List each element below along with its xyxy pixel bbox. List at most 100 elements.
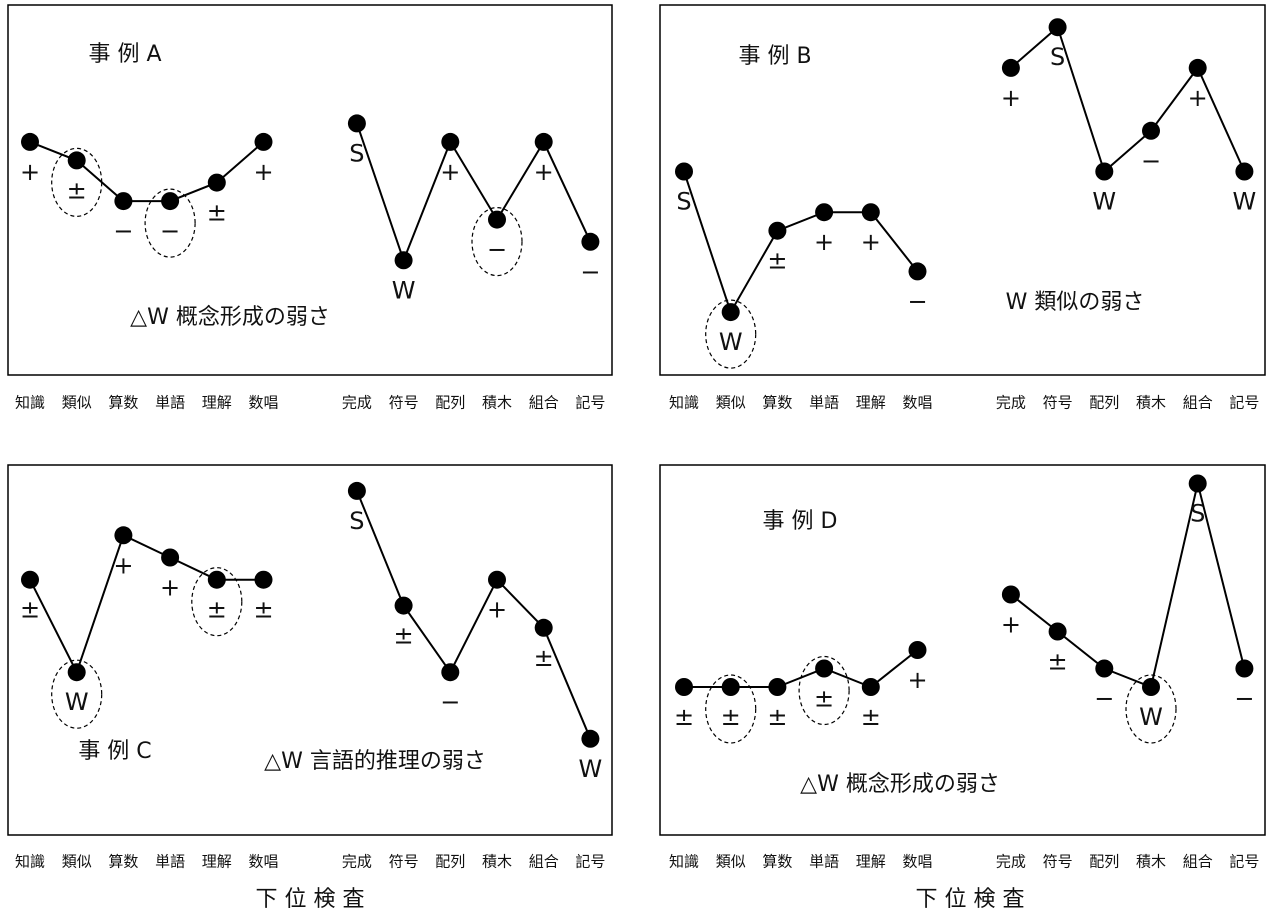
x-tick-label: 知識 [15, 394, 45, 412]
profile-line [355, 123, 592, 264]
panel-frame [659, 464, 1266, 836]
data-point [1001, 58, 1020, 77]
x-tick-label: 数唱 [902, 853, 932, 871]
x-tick-label: 完成 [996, 394, 1026, 412]
x-tick-label: 理解 [856, 394, 886, 412]
panel-title: 事 例 A [88, 42, 161, 67]
panel-frame [659, 4, 1266, 376]
data-point [441, 132, 460, 151]
x-tick-label: 単語 [155, 394, 185, 412]
point-label: S [1190, 500, 1205, 528]
data-point [488, 570, 506, 589]
point-label: S [349, 507, 364, 535]
annotation: △W 概念形成の弱さ [800, 772, 1000, 797]
data-point [1188, 474, 1207, 493]
x-tick-label: 算数 [762, 853, 792, 871]
x-tick-label: 理解 [856, 853, 886, 871]
point-label: + [20, 158, 40, 186]
x-tick-label: 積木 [1136, 853, 1166, 871]
data-point [1142, 121, 1160, 140]
point-label: S [676, 188, 691, 216]
annotation: W 類似の弱さ [1006, 290, 1145, 315]
point-label: ± [861, 703, 881, 731]
point-label: − [440, 688, 460, 716]
point-label: + [440, 158, 460, 186]
x-tick-label: 知識 [15, 853, 45, 871]
data-point [114, 192, 133, 211]
x-tick-label: 算数 [108, 394, 138, 412]
point-label: + [487, 596, 507, 624]
highlight-circle [798, 655, 850, 726]
x-tick-label: 符号 [389, 853, 419, 871]
point-label: + [1001, 84, 1021, 112]
data-point [721, 303, 740, 322]
point-label: ± [20, 596, 40, 624]
data-point [21, 570, 39, 589]
point-label: − [113, 217, 133, 245]
data-point [67, 663, 86, 682]
x-tick-label: 組合 [529, 853, 559, 871]
x-tick-label: 符号 [389, 394, 419, 412]
point-label: + [907, 666, 927, 694]
point-label: S [1050, 43, 1065, 71]
point-label: + [160, 574, 180, 602]
x-tick-label: 配列 [435, 853, 465, 871]
x-tick-label: 組合 [1183, 394, 1213, 412]
point-label: ± [721, 703, 741, 731]
highlight-circle [144, 188, 196, 258]
point-label: W [392, 276, 416, 304]
x-tick-label: 完成 [996, 853, 1026, 871]
profile-line [1010, 25, 1246, 174]
highlight-circle [191, 567, 243, 637]
x-tick-label: 組合 [1183, 853, 1213, 871]
data-point [675, 162, 693, 181]
data-point [161, 548, 180, 567]
panel-title: 事 例 C [78, 739, 151, 764]
x-tick-label: 類似 [716, 394, 746, 412]
profile-line [684, 649, 919, 689]
x-tick-label: 理解 [202, 394, 232, 412]
data-point [768, 678, 787, 696]
data-point [254, 132, 273, 151]
data-point [1048, 18, 1067, 37]
data-point [768, 221, 787, 240]
point-label: S [349, 139, 364, 167]
data-point [534, 132, 553, 151]
x-tick-label: 単語 [155, 853, 185, 871]
annotation: △W 概念形成の弱さ [130, 305, 330, 330]
point-label: + [113, 551, 133, 579]
x-tick-label: 記号 [575, 853, 605, 871]
x-tick-label: 積木 [1136, 394, 1166, 412]
x-tick-label: 記号 [575, 394, 605, 412]
data-point [347, 481, 366, 500]
x-tick-label: 積木 [482, 394, 512, 412]
data-point [908, 641, 927, 659]
panel-title: 事 例 B [738, 44, 811, 69]
x-tick-label: 完成 [342, 394, 372, 412]
x-tick-label: 数唱 [902, 394, 932, 412]
x-tick-label: 積木 [482, 853, 512, 871]
x-tick-label: 類似 [62, 394, 92, 412]
data-point [347, 114, 366, 133]
point-label: + [253, 158, 273, 186]
point-label: + [534, 158, 554, 186]
data-point [861, 678, 880, 696]
point-label: + [861, 228, 881, 256]
x-tick-label: 単語 [809, 853, 839, 871]
x-tick-label: 理解 [202, 853, 232, 871]
x-tick-label: 記号 [1229, 394, 1259, 412]
point-label: ± [1048, 648, 1068, 676]
highlight-circle [471, 207, 523, 277]
profile-line [29, 533, 264, 675]
point-label: − [1141, 147, 1161, 175]
point-label: W [65, 688, 89, 716]
x-tick-label: 配列 [1089, 853, 1119, 871]
data-point [254, 570, 273, 589]
point-label: W [719, 328, 743, 356]
data-point [675, 678, 693, 696]
point-label: ± [767, 247, 787, 275]
data-point [21, 132, 39, 151]
point-label: ± [767, 703, 787, 731]
point-label: − [1094, 685, 1114, 713]
x-tick-label: 数唱 [248, 853, 278, 871]
